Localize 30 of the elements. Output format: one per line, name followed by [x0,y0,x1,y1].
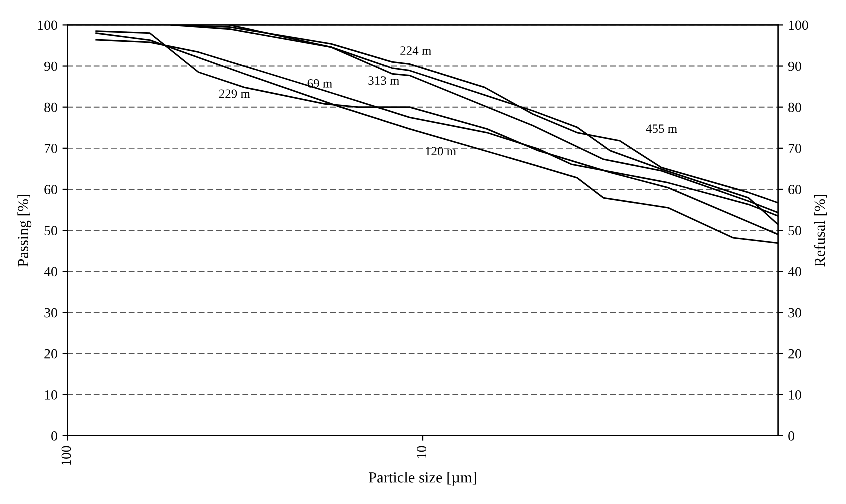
y2-tick-label: 100 [789,20,808,30]
y-tick-label: 40 [44,267,58,277]
annotation: 120 m [426,147,456,156]
y-tick-label: 10 [45,390,58,400]
y2-tick-label: 20 [788,349,802,359]
y2-tick-label: 0 [788,432,794,441]
y-axis-title: Passing [%] [18,195,32,267]
y-tick-label: 90 [44,62,58,72]
y-tick-label: 0 [52,432,58,441]
y-tick-label: 80 [44,102,58,112]
annotation: 224 m [400,46,432,55]
y2-tick-label: 80 [788,102,802,112]
y2-tick-label: 30 [788,308,802,318]
y-tick-label: 100 [38,20,58,30]
x-axis-title: Particle size [µm] [368,472,476,486]
annotation: 313 m [368,76,400,86]
y-tick-label: 50 [44,226,58,236]
y-tick-label: 60 [44,185,58,194]
y-tick-label: 70 [44,144,58,154]
y2-tick-label: 50 [788,226,802,236]
annotation: 229 m [219,90,250,98]
y2-tick-label: 60 [788,185,802,194]
y-tick-label: 20 [44,349,58,359]
y2-tick-label: 40 [788,267,802,277]
annotation: 455 m [646,124,678,134]
y2-tick-label: 10 [789,390,802,400]
y-tick-label: 30 [44,308,58,318]
y2-tick-label: 70 [788,144,802,154]
y2-tick-label: 90 [788,62,802,72]
y2-axis-title: Refusal [%] [814,195,828,267]
